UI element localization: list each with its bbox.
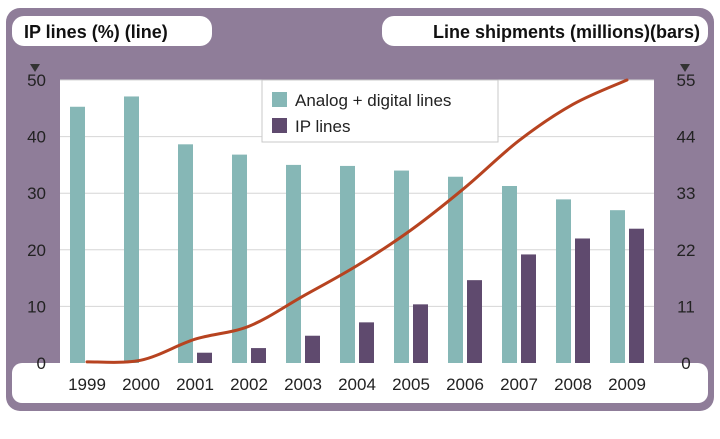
bars (70, 96, 644, 364)
right-tick-label: 22 (677, 241, 696, 260)
left-tick-label: 40 (27, 128, 46, 147)
bar-analog-digital-lines (502, 185, 517, 363)
x-tick-label: 2001 (176, 375, 214, 394)
x-axis-strip (12, 363, 708, 403)
bar-ip-lines (305, 335, 320, 363)
right-tick-label: 0 (681, 354, 690, 373)
left-tick-label: 20 (27, 241, 46, 260)
bar-analog-digital-lines (124, 96, 139, 363)
left-tick-label: 30 (27, 184, 46, 203)
x-tick-label: 2000 (122, 375, 160, 394)
bar-ip-lines (575, 238, 590, 363)
right-axis-title-pill (382, 16, 708, 46)
right-axis-marker-icon (680, 64, 690, 72)
x-tick-label: 2003 (284, 375, 322, 394)
x-tick-label: 2009 (608, 375, 646, 394)
bar-analog-digital-lines (178, 144, 193, 363)
left-axis-title: IP lines (%) (line) (24, 22, 168, 42)
left-tick-label: 10 (27, 297, 46, 316)
x-tick-label: 2006 (446, 375, 484, 394)
legend-box (261, 79, 499, 143)
bar-ip-lines (359, 322, 374, 363)
bar-analog-digital-lines (340, 165, 355, 363)
bar-analog-digital-lines (448, 176, 463, 363)
right-tick-label: 11 (677, 297, 695, 316)
bar-analog-digital-lines (232, 154, 247, 363)
bar-ip-lines (413, 304, 428, 363)
right-tick-label: 44 (677, 128, 696, 147)
x-tick-label: 2005 (392, 375, 430, 394)
bar-analog-digital-lines (286, 164, 301, 363)
x-axis-labels: 1999 2000 2001 2002 2003 2004 2005 2006 2007 2008… (68, 375, 646, 394)
left-axis-title-pill (12, 16, 212, 46)
right-axis-title: Line shipments (millions)(bars) (433, 22, 700, 42)
legend-label: IP lines (295, 117, 350, 136)
bar-ip-lines (521, 254, 536, 363)
x-tick-label: 2002 (230, 375, 268, 394)
x-tick-label: 2004 (338, 375, 376, 394)
bar-analog-digital-lines (394, 170, 409, 363)
left-tick-label: 50 (27, 71, 46, 90)
bar-ip-lines (197, 352, 212, 363)
x-tick-label: 2008 (554, 375, 592, 394)
bar-ip-lines (629, 228, 644, 363)
left-tick-label: 0 (37, 354, 46, 373)
bar-ip-lines (467, 280, 482, 363)
x-tick-label: 2007 (500, 375, 538, 394)
x-tick-label: 1999 (68, 375, 106, 394)
bar-analog-digital-lines (556, 199, 571, 363)
right-tick-label: 33 (677, 184, 696, 203)
right-axis-ticks: 0 11 22 33 44 55 (677, 71, 696, 373)
bar-analog-digital-lines (610, 210, 625, 363)
left-axis-marker-icon (30, 64, 40, 72)
legend-label: Analog + digital lines (295, 91, 451, 110)
right-tick-label: 55 (677, 71, 696, 90)
legend: Analog + digital lines IP lines (261, 79, 499, 143)
legend-swatch (272, 92, 287, 107)
bar-ip-lines (251, 348, 266, 363)
left-axis-ticks: 0 10 20 30 40 50 (27, 71, 46, 373)
legend-swatch (272, 118, 287, 133)
ip-percent-line-layer (85, 78, 629, 364)
bar-analog-digital-lines (70, 106, 85, 364)
ip-percent-line (85, 78, 629, 364)
